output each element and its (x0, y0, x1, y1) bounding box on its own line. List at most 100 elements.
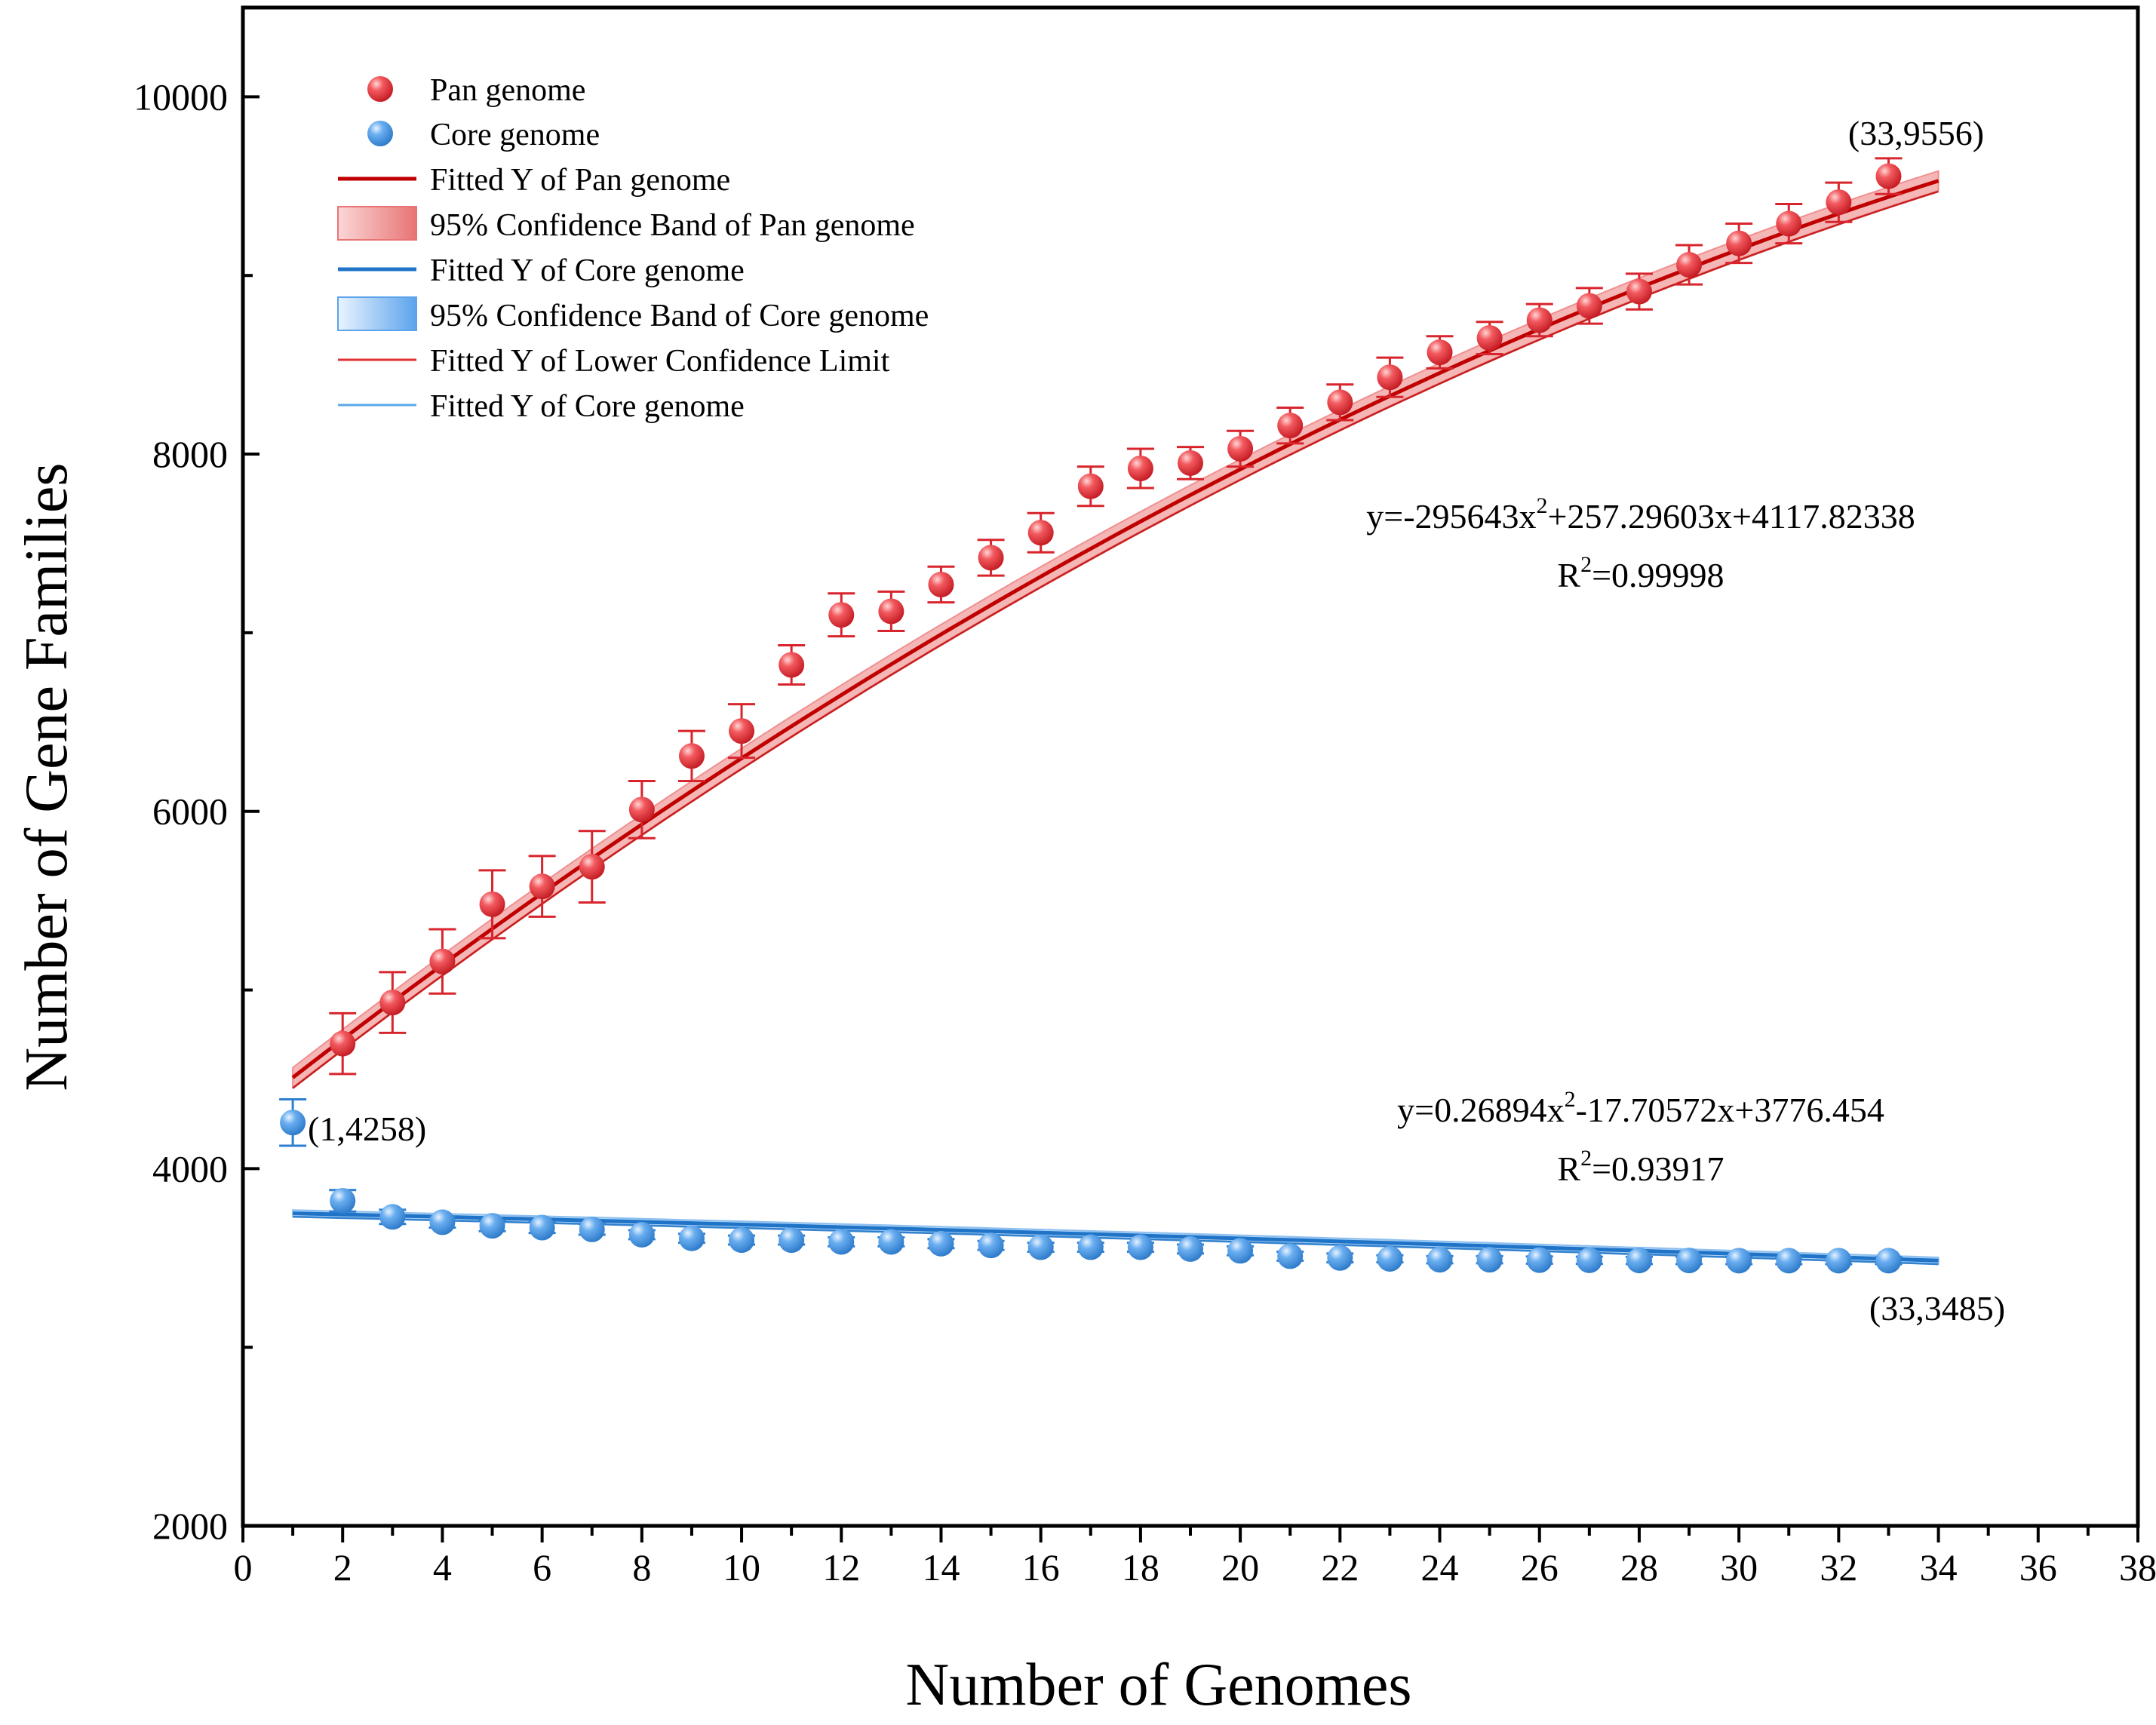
pan-r2-prefix: R (1557, 556, 1580, 594)
core-point (628, 1221, 655, 1248)
core-point (828, 1229, 855, 1255)
core-point (978, 1232, 1004, 1259)
pan-point (1526, 307, 1553, 333)
x-tick-label: 8 (632, 1546, 651, 1588)
core-point (379, 1204, 406, 1230)
y-axis-ticks: 2000 4000 6000 8000 10000 (134, 75, 260, 1547)
legend-core-band-label: 95% Confidence Band of Core genome (430, 299, 929, 333)
core-point (1227, 1238, 1254, 1264)
core-point (878, 1229, 904, 1255)
core-point (1576, 1247, 1602, 1273)
core-equation-lead: y=0.26894x (1397, 1091, 1564, 1129)
core-equation-sup: 2 (1565, 1087, 1576, 1112)
core-point (1077, 1234, 1104, 1260)
pan-fit-line (291, 179, 1939, 1079)
pan-point (928, 571, 954, 597)
y-axis-title: Number of Gene Families (14, 462, 80, 1091)
core-point (330, 1187, 356, 1214)
core-point (1476, 1247, 1503, 1273)
legend-core-thin-label: Fitted Y of Core genome (430, 389, 745, 424)
core-point (1826, 1248, 1852, 1274)
core-point (1676, 1248, 1703, 1274)
y-tick-label: 2000 (152, 1505, 228, 1547)
annotation-core-first: (1,4258) (308, 1110, 426, 1148)
pan-point (1227, 435, 1254, 462)
core-point (928, 1230, 954, 1257)
x-tick-label: 12 (822, 1546, 860, 1588)
pan-point (1776, 210, 1802, 237)
core-point (280, 1110, 306, 1136)
core-point (1875, 1248, 1902, 1274)
legend-core-marker (367, 121, 393, 146)
legend-lower-limit-label: Fitted Y of Lower Confidence Limit (430, 344, 890, 379)
pan-point (678, 743, 705, 769)
legend-pan-band-swatch (337, 206, 417, 241)
pan-r2-sup: 2 (1580, 552, 1592, 577)
x-tick-label: 22 (1321, 1546, 1359, 1588)
core-point (579, 1216, 605, 1242)
x-tick-label: 14 (922, 1546, 960, 1588)
x-tick-label: 28 (1620, 1546, 1658, 1588)
x-tick-label: 34 (1920, 1546, 1958, 1588)
pan-equation: y=-295643x2+257.29603x+4117.82338 (1366, 493, 1915, 536)
core-r2-sup: 2 (1580, 1146, 1592, 1171)
pan-point (1676, 252, 1703, 278)
pan-point (1626, 278, 1652, 305)
core-point (1526, 1247, 1553, 1273)
legend: Pan genome Core genome Fitted Y of Pan g… (337, 73, 929, 424)
core-lower-limit-line (293, 1216, 1939, 1266)
legend-core-band-swatch (337, 296, 417, 331)
data-points (280, 163, 1902, 1274)
pan-point (729, 718, 755, 744)
x-tick-label: 0 (234, 1546, 253, 1588)
pan-point (878, 598, 904, 625)
annotation-core-last: (33,3485) (1869, 1289, 2005, 1328)
pan-point (330, 1030, 356, 1057)
x-tick-label: 24 (1421, 1546, 1459, 1588)
core-r2: R2=0.93917 (1557, 1146, 1724, 1188)
pan-point (1476, 325, 1503, 351)
pan-point (1427, 339, 1453, 366)
x-tick-label: 16 (1022, 1546, 1060, 1588)
pan-point (978, 545, 1004, 571)
legend-core-label: Core genome (430, 118, 600, 152)
core-equation-rest: -17.70572x+3776.454 (1576, 1091, 1884, 1129)
core-point (1776, 1248, 1802, 1274)
legend-pan-label: Pan genome (430, 73, 585, 108)
legend-pan-fit-label: Fitted Y of Pan genome (430, 163, 730, 198)
pan-point (628, 797, 655, 823)
pan-point (1127, 456, 1153, 482)
core-fit-line (293, 1211, 1939, 1263)
legend-pan-marker (367, 76, 393, 102)
core-point (429, 1209, 456, 1235)
pan-point (1826, 189, 1852, 216)
pan-point (1178, 450, 1203, 476)
x-tick-label: 2 (333, 1546, 352, 1588)
annotation-pan-max: (33,9556) (1848, 114, 1984, 152)
pan-equation-rest: +257.29603x+4117.82338 (1548, 497, 1915, 536)
pan-point (579, 854, 605, 880)
pan-point (379, 990, 406, 1016)
x-tick-label: 4 (433, 1546, 452, 1588)
x-tick-label: 10 (723, 1546, 760, 1588)
core-point (1726, 1248, 1752, 1274)
pan-equation-sup: 2 (1537, 493, 1548, 518)
core-point (1277, 1243, 1304, 1269)
legend-core-fit-label: Fitted Y of Core genome (430, 253, 745, 288)
core-point (1427, 1247, 1453, 1273)
pan-point (1377, 364, 1403, 391)
pan-point (1875, 163, 1902, 189)
pan-point (1027, 520, 1054, 546)
pan-r2: R2=0.99998 (1557, 552, 1724, 594)
y-tick-label: 6000 (152, 790, 228, 833)
x-tick-label: 20 (1221, 1546, 1259, 1588)
y-tick-label: 4000 (152, 1147, 228, 1189)
x-axis-title: Number of Genomes (906, 1652, 1412, 1718)
core-point (1327, 1245, 1353, 1271)
pan-point (429, 948, 456, 975)
x-axis-ticks: 0 2 4 6 8 10 12 14 16 18 20 22 24 26 28 30 32 34 36 38 (234, 1526, 2156, 1588)
y-tick-label: 8000 (152, 433, 228, 475)
core-point (1377, 1245, 1403, 1272)
x-tick-label: 26 (1521, 1546, 1559, 1588)
